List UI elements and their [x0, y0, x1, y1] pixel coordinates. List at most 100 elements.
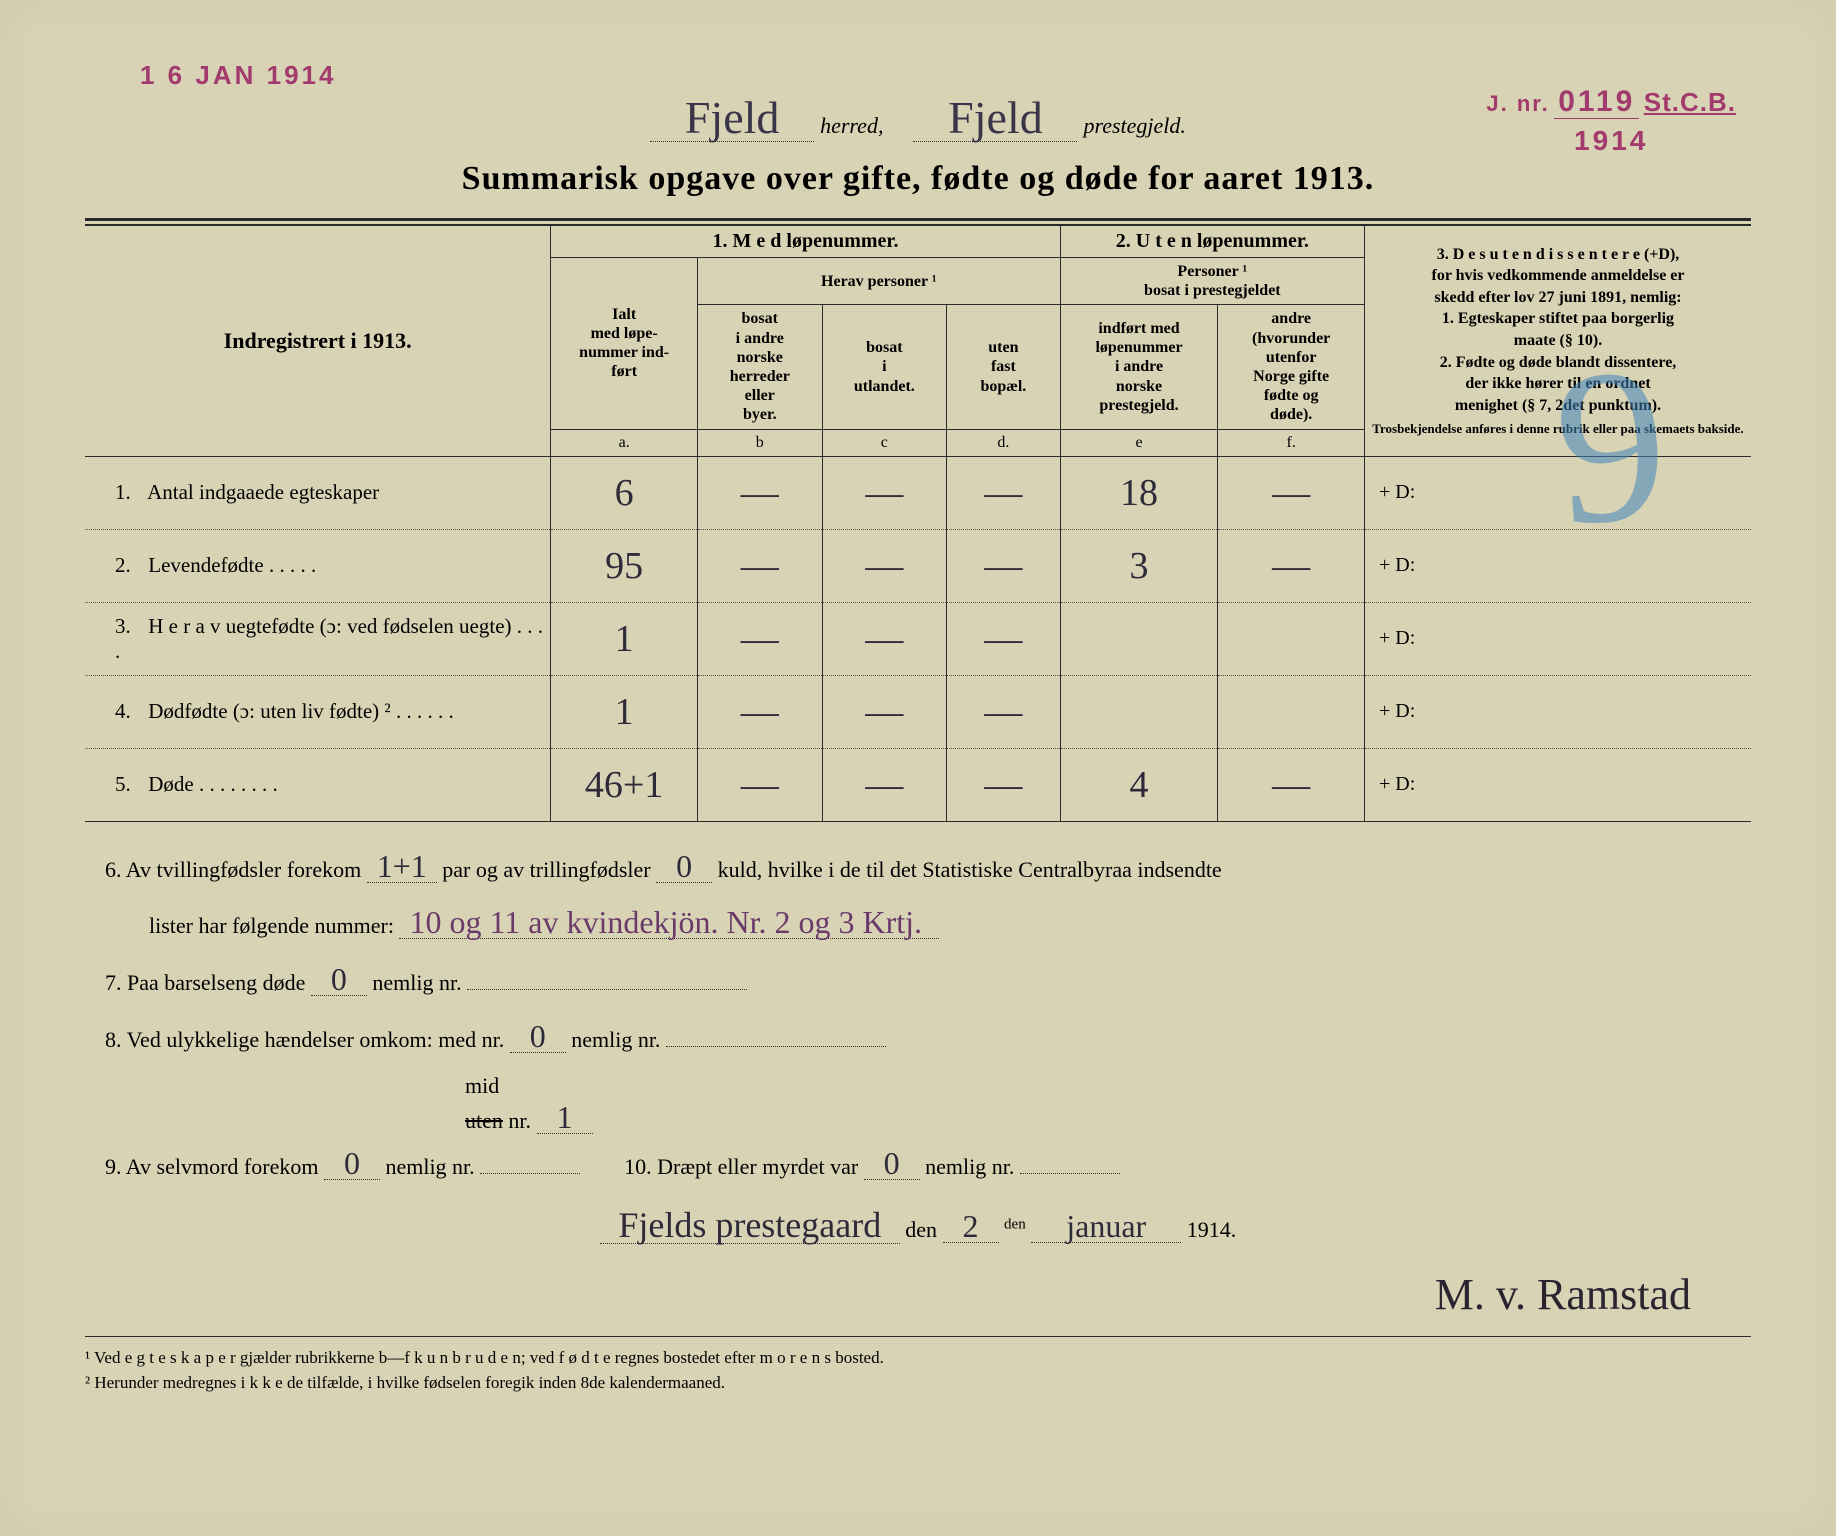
cell-d: —: [947, 675, 1061, 748]
cell-e: 18: [1060, 456, 1218, 529]
cell-d: —: [947, 456, 1061, 529]
cell-a: 6: [551, 456, 698, 529]
footnote-1: ¹ Ved e g t e s k a p e r gjælder rubrik…: [85, 1345, 1751, 1371]
group2-title: 2. U t e n løpenummer.: [1060, 226, 1364, 258]
f6: døde).: [1224, 405, 1358, 424]
col-a-s3: ført: [557, 362, 691, 381]
main-table: Indregistrert i 1913. 1. M e d løpenumme…: [85, 225, 1751, 822]
letter-c: c: [822, 429, 947, 456]
row-num: 5.: [115, 772, 143, 797]
sig-year: 1914.: [1187, 1217, 1237, 1242]
group3-item2b: der ikke hører til en ordnet: [1371, 373, 1745, 395]
f2: (hvorunder: [1224, 329, 1358, 348]
g2-sub1: Personer ¹: [1067, 262, 1358, 281]
c1: bosat: [829, 338, 941, 357]
cell-g: + D:: [1364, 456, 1751, 529]
q6-prefix: 6. Av tvillingfødsler forekom: [105, 857, 361, 882]
row-label: Dødfødte (ɔ: uten liv fødte) ² . . . . .…: [148, 699, 453, 723]
q8-nr: nr.: [508, 1108, 531, 1133]
prestegjeld-value: Fjeld: [913, 95, 1077, 142]
row-num: 3.: [115, 614, 143, 639]
b4: herreder: [704, 367, 816, 386]
col-b-header: bosat i andre norske herreder eller byer…: [697, 305, 822, 429]
c2: i: [829, 357, 941, 376]
col-d-header: uten fast bopæl.: [947, 305, 1061, 429]
herav-header: Herav personer ¹: [697, 258, 1060, 305]
q6-l2-value: 10 og 11 av kvindekjön. Nr. 2 og 3 Krtj.: [399, 906, 939, 939]
lower-questions: 6. Av tvillingfødsler forekom 1+1 par og…: [85, 844, 1751, 1257]
q10-mid: nemlig nr.: [925, 1154, 1014, 1179]
q6-line1: 6. Av tvillingfødsler forekom 1+1 par og…: [105, 844, 1731, 897]
row-label: H e r a v uegtefødte (ɔ: ved fødselen ue…: [115, 614, 543, 663]
sig-month: januar: [1031, 1210, 1181, 1243]
cell-d: —: [947, 602, 1061, 675]
herred-label: herred,: [820, 113, 883, 138]
cell-a: 1: [551, 602, 698, 675]
sig-day: 2: [943, 1210, 999, 1243]
group3-title: 3. D e s u t e n d i s s e n t e r e (+D…: [1371, 244, 1745, 266]
cell-a: 46+1: [551, 748, 698, 821]
table-row: 5. Døde . . . . . . . . 46+1 — — — 4 — +…: [85, 748, 1751, 821]
e2: løpenummer: [1067, 338, 1212, 357]
cell-c: —: [822, 602, 947, 675]
b5: eller: [704, 386, 816, 405]
letter-f: f.: [1218, 429, 1365, 456]
e4: norske: [1067, 377, 1212, 396]
table-row: 2. Levendefødte . . . . . 95 — — — 3 — +…: [85, 529, 1751, 602]
document-title: Summarisk opgave over gifte, fødte og dø…: [85, 160, 1751, 198]
q7-rest: [467, 989, 747, 990]
q9-rest: [480, 1173, 580, 1174]
d1: uten: [953, 338, 1054, 357]
q6-l2-prefix: lister har følgende nummer:: [149, 913, 394, 938]
cell-f: —: [1218, 456, 1365, 529]
f1: andre: [1224, 309, 1358, 328]
row-label: Antal indgaaede egteskaper: [147, 480, 379, 504]
group2-sub: Personer ¹ bosat i prestegjeldet: [1060, 258, 1364, 305]
cell-g: + D:: [1364, 529, 1751, 602]
document-page: 1 6 JAN 1914 J. nr. 0119 St.C.B. 1914 9 …: [0, 0, 1836, 1536]
d3: bopæl.: [953, 377, 1054, 396]
e5: prestegjeld.: [1067, 396, 1212, 415]
table-row: 3. H e r a v uegtefødte (ɔ: ved fødselen…: [85, 602, 1751, 675]
q8-val2: 1: [537, 1101, 593, 1134]
row-num: 2.: [115, 553, 143, 578]
cell-e: [1060, 602, 1218, 675]
cell-b: —: [697, 456, 822, 529]
row-num: 4.: [115, 699, 143, 724]
cell-b: —: [697, 748, 822, 821]
b2: i andre: [704, 329, 816, 348]
cell-f: [1218, 602, 1365, 675]
row-num: 1.: [115, 480, 143, 505]
row-label: Levendefødte . . . . .: [148, 553, 316, 577]
q6-mid1: par og av trillingfødsler: [442, 857, 650, 882]
q8-val1: 0: [510, 1020, 566, 1053]
f3: utenfor: [1224, 348, 1358, 367]
signature: M. v. Ramstad: [85, 1269, 1751, 1320]
col-left-header: Indregistrert i 1913.: [85, 226, 551, 457]
q8-uten-label: uten: [465, 1108, 503, 1133]
e3: i andre: [1067, 357, 1212, 376]
f4: Norge gifte: [1224, 367, 1358, 386]
cell-c: —: [822, 456, 947, 529]
cell-d: —: [947, 748, 1061, 821]
sig-place: Fjelds prestegaard: [600, 1207, 900, 1244]
stamp-jnr-label: J. nr.: [1486, 91, 1549, 116]
col-e-header: indført med løpenummer i andre norske pr…: [1060, 305, 1218, 429]
letter-a: a.: [551, 429, 698, 456]
cell-e: 3: [1060, 529, 1218, 602]
cell-g: + D:: [1364, 748, 1751, 821]
cell-g: + D:: [1364, 602, 1751, 675]
q7-val: 0: [311, 963, 367, 996]
b1: bosat: [704, 309, 816, 328]
q8-prefix: 8. Ved ulykkelige hændelser omkom: med n…: [105, 1027, 504, 1052]
cell-b: —: [697, 675, 822, 748]
cell-e: 4: [1060, 748, 1218, 821]
group1-title: 1. M e d løpenummer.: [551, 226, 1060, 258]
group3-line2: skedd efter lov 27 juni 1891, nemlig:: [1371, 287, 1745, 309]
stamp-number: 0119: [1554, 85, 1639, 119]
group3-item1a: 1. Egteskaper stiftet paa borgerlig: [1371, 308, 1745, 330]
letter-e: e: [1060, 429, 1218, 456]
group3-item1b: maate (§ 10).: [1371, 330, 1745, 352]
cell-d: —: [947, 529, 1061, 602]
group3-item2a: 2. Fødte og døde blandt dissentere,: [1371, 352, 1745, 374]
